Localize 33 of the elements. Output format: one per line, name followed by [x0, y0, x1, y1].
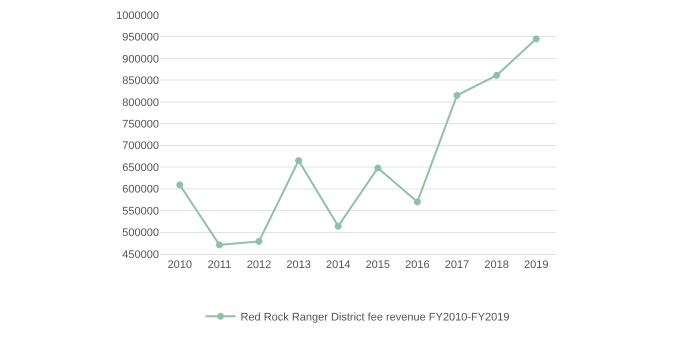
y-tick-label: 750000 — [122, 118, 159, 130]
y-tick-label: 550000 — [122, 205, 159, 218]
point — [414, 198, 421, 206]
y-tick-label: 1000000 — [116, 10, 159, 22]
point — [532, 35, 540, 42]
y-tick-label: 900000 — [122, 53, 159, 66]
y-tick-label: 800000 — [122, 96, 159, 109]
x-tick-label: 2017 — [444, 259, 470, 272]
x-tick-label: 2013 — [286, 259, 311, 272]
x-tick-label: 2018 — [484, 259, 509, 272]
y-tick-label: 650000 — [122, 162, 159, 174]
x-tick-label: 2012 — [246, 259, 272, 272]
y-tick-label: 600000 — [122, 184, 159, 196]
point — [493, 72, 500, 79]
x-tick-label: 2016 — [405, 259, 430, 272]
point — [295, 157, 302, 164]
point — [256, 238, 262, 245]
x-tick-label: 2014 — [326, 259, 350, 272]
y-tick-label: 950000 — [122, 32, 159, 44]
x-tick-label: 2010 — [168, 259, 192, 272]
y-tick-label: 450000 — [122, 248, 159, 261]
y-tick-label: 850000 — [122, 75, 159, 88]
x-tick-label: 2011 — [208, 259, 232, 272]
point — [334, 222, 342, 230]
point — [454, 92, 460, 99]
y-tick-label: 700000 — [122, 140, 159, 152]
x-tick-label: 2015 — [366, 259, 390, 272]
legend-label: Red Rock Ranger District fee revenue FY2010-FY2019 — [240, 312, 510, 324]
point — [374, 164, 382, 172]
x-tick-label: 2019 — [524, 259, 548, 272]
point — [216, 241, 223, 248]
point — [176, 181, 184, 188]
y-tick-label: 500000 — [122, 227, 159, 240]
